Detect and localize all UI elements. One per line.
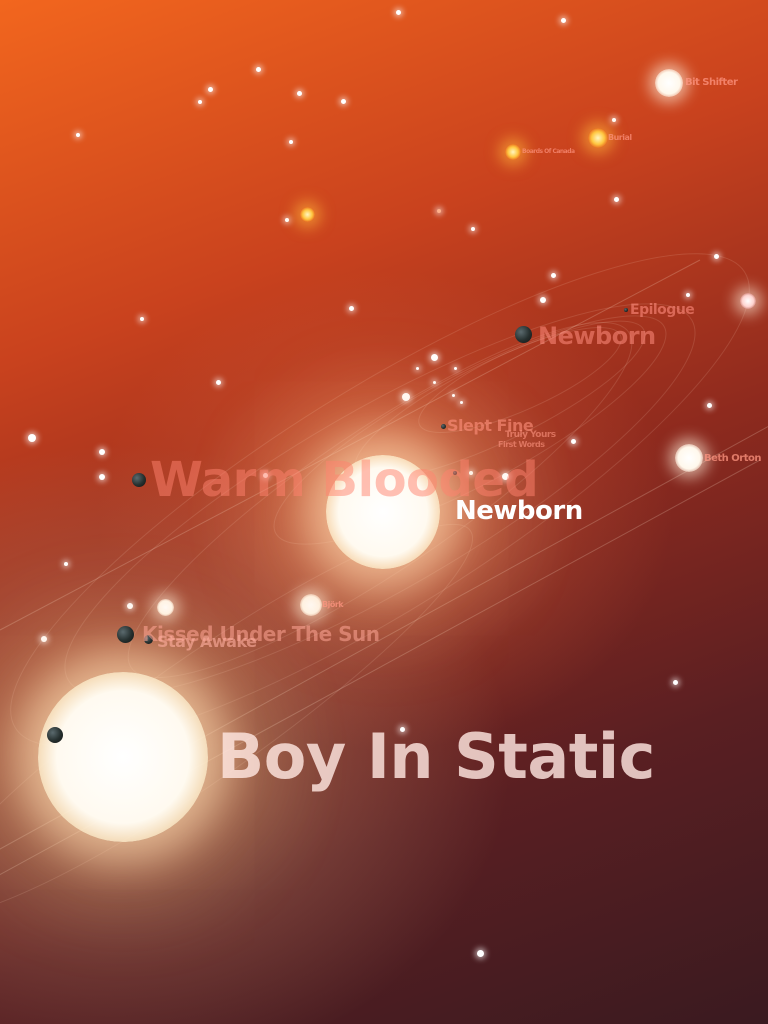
- label-stay-awake[interactable]: Stay Awake: [157, 632, 257, 651]
- star-boards-of-canada-icon[interactable]: [505, 144, 521, 160]
- star-dot-icon: [707, 403, 712, 408]
- star-dot-icon: [469, 471, 473, 475]
- label-warm-blooded[interactable]: Warm Blooded: [150, 452, 539, 508]
- label-focus-album[interactable]: Newborn: [455, 496, 583, 526]
- star-dot-icon: [433, 381, 436, 384]
- star-dot-icon: [614, 197, 619, 202]
- label-newborn-far[interactable]: Newborn: [538, 322, 656, 350]
- label-beth-orton[interactable]: Beth Orton: [704, 453, 762, 464]
- star-dot-icon: [437, 209, 441, 213]
- star-bit-shifter-icon[interactable]: [655, 69, 683, 97]
- label-first-words[interactable]: First Words: [498, 440, 545, 449]
- star-dot-icon: [216, 380, 221, 385]
- star-dot-icon: [561, 18, 566, 23]
- planet-icon[interactable]: [624, 308, 628, 312]
- star-dot-icon: [477, 950, 484, 957]
- planet-icon[interactable]: [144, 635, 153, 644]
- star-dot-icon: [263, 473, 268, 478]
- star-dot-icon: [28, 434, 36, 442]
- star-dot-icon: [400, 727, 405, 732]
- star-dot-icon: [341, 99, 346, 104]
- star-pink-icon[interactable]: [740, 293, 756, 309]
- star-dot-icon: [349, 306, 354, 311]
- star-dot-icon: [714, 254, 719, 259]
- star-dot-icon: [140, 317, 144, 321]
- star-dot-icon: [127, 603, 133, 609]
- star-dot-icon: [471, 227, 475, 231]
- star-dot-icon: [402, 393, 410, 401]
- star-dot-icon: [396, 10, 401, 15]
- label-slept-fine[interactable]: Slept Fine: [447, 416, 534, 435]
- star-dot-icon: [454, 367, 457, 370]
- star-dot-icon: [76, 133, 80, 137]
- star-dot-icon: [64, 562, 68, 566]
- label-kissed-under-the-sun[interactable]: Kissed Under The Sun: [142, 622, 380, 646]
- label-bjork[interactable]: Björk: [322, 600, 344, 609]
- star-beth-orton-icon[interactable]: [675, 444, 703, 472]
- planet-icon[interactable]: [453, 471, 457, 475]
- star-dot-icon: [673, 680, 678, 685]
- star-dot-icon: [452, 394, 455, 397]
- label-truly-yours[interactable]: Truly Yours: [505, 430, 556, 440]
- star-dot-icon: [41, 636, 47, 642]
- star-dot-icon: [686, 293, 690, 297]
- planet-icon[interactable]: [441, 424, 446, 429]
- planet-icon[interactable]: [132, 473, 146, 487]
- planet-icon[interactable]: [515, 326, 532, 343]
- star-small-icon[interactable]: [300, 207, 315, 222]
- star-dot-icon: [431, 354, 438, 361]
- label-burial[interactable]: Burial: [608, 133, 632, 142]
- planet-icon[interactable]: [117, 626, 134, 643]
- star-dot-icon: [285, 218, 289, 222]
- label-focus-artist[interactable]: Boy In Static: [217, 720, 655, 793]
- label-boards-of-canada[interactable]: Boards Of Canada: [522, 148, 575, 155]
- star-dot-icon: [540, 297, 546, 303]
- planet-icon[interactable]: [47, 727, 63, 743]
- label-epilogue[interactable]: Epilogue: [630, 302, 695, 318]
- star-dot-icon: [99, 474, 105, 480]
- star-dot-icon: [551, 273, 556, 278]
- star-dot-icon: [208, 87, 213, 92]
- star-dot-icon: [612, 118, 616, 122]
- star-burial-icon[interactable]: [588, 128, 608, 148]
- star-dot-icon: [198, 100, 202, 104]
- star-dot-icon: [99, 449, 105, 455]
- star-dot-icon: [460, 401, 463, 404]
- star-dot-icon: [416, 367, 419, 370]
- star-dot-icon: [297, 91, 302, 96]
- star-dot-icon: [289, 140, 293, 144]
- star-dot-icon: [502, 473, 509, 480]
- star-bjork-icon[interactable]: [300, 594, 322, 616]
- star-dot-icon: [256, 67, 261, 72]
- label-bit-shifter[interactable]: Bit Shifter: [685, 77, 738, 88]
- glowing-sun-icon[interactable]: [326, 455, 440, 569]
- star-dot-icon: [571, 439, 576, 444]
- glowing-sun-icon[interactable]: [38, 672, 208, 842]
- star-small-white-icon[interactable]: [157, 599, 174, 616]
